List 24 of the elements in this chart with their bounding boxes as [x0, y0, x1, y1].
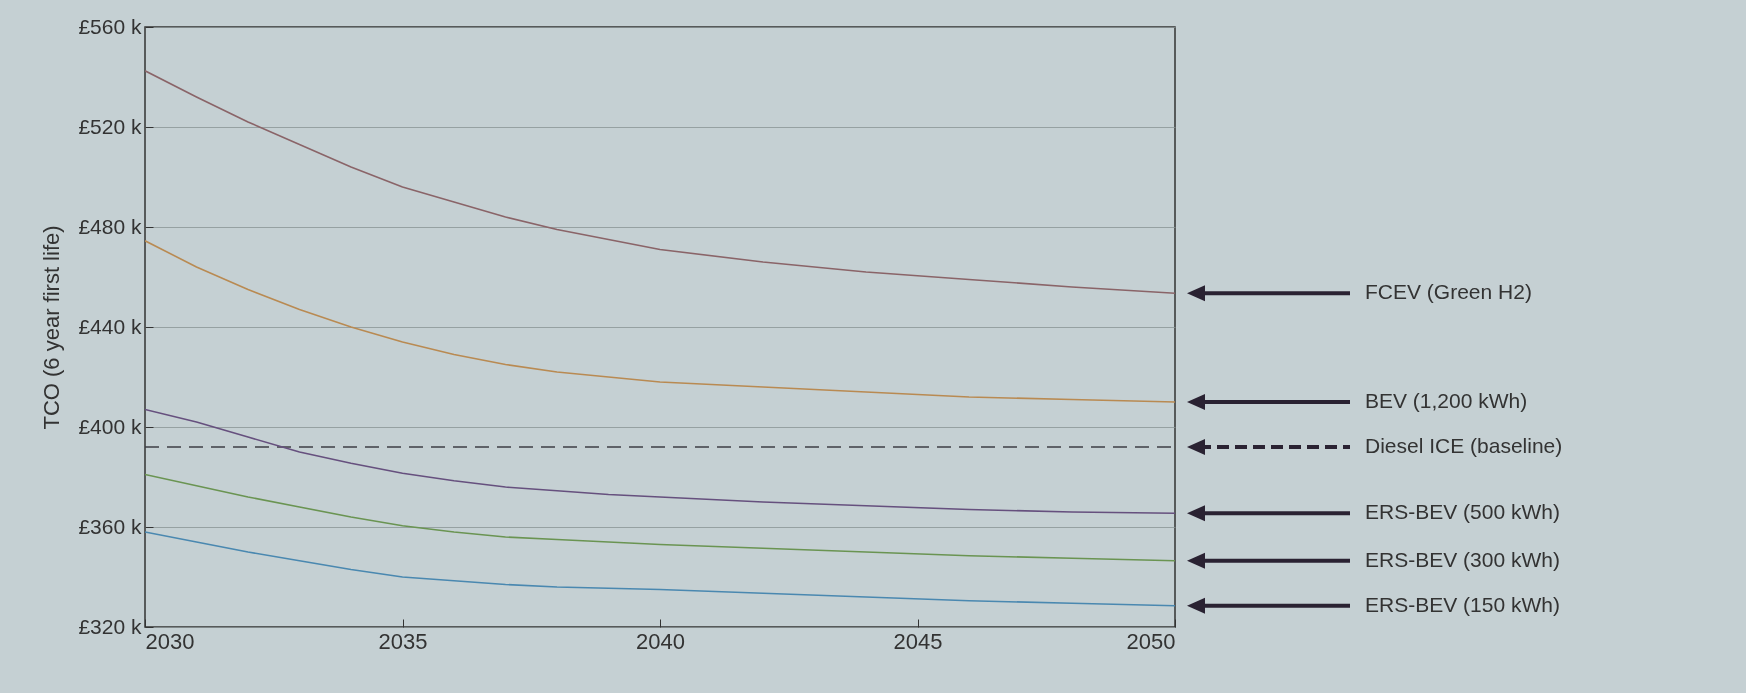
text: ERS-BEV (150 kWh)	[1365, 592, 1560, 616]
line-series	[145, 408, 1175, 515]
text: BEV (1,200 kWh)	[1365, 389, 1528, 412]
y-tick-label: £440 k	[78, 314, 142, 338]
x-tick-label: 2050	[1126, 628, 1176, 654]
text: Diesel ICE (baseline)	[1365, 434, 1563, 457]
y-tick-label: £520 k	[78, 114, 142, 138]
line-series	[145, 473, 1175, 562]
text: ERS-BEV (500 kWh)	[1365, 500, 1560, 524]
y-tick-label: £400 k	[78, 414, 142, 438]
y-tick-label: £560 k	[78, 14, 142, 38]
text: FCEV (Green H2)	[1365, 280, 1532, 304]
y-axis-title: TCO (6 year first life)	[39, 225, 65, 430]
line-series	[145, 239, 1175, 403]
y-tick-label: £320 k	[78, 614, 142, 638]
y-tick-label: £480 k	[78, 214, 142, 238]
x-tick-label: 2035	[378, 628, 428, 654]
line-series	[145, 531, 1175, 607]
y-tick-label: £360 k	[78, 514, 142, 538]
line-series	[145, 69, 1175, 295]
text: ERS-BEV (300 kWh)	[1365, 547, 1560, 571]
x-tick-label: 2040	[636, 628, 685, 654]
x-tick-label: 2045	[893, 628, 943, 654]
x-tick-label: 2030	[145, 628, 195, 654]
